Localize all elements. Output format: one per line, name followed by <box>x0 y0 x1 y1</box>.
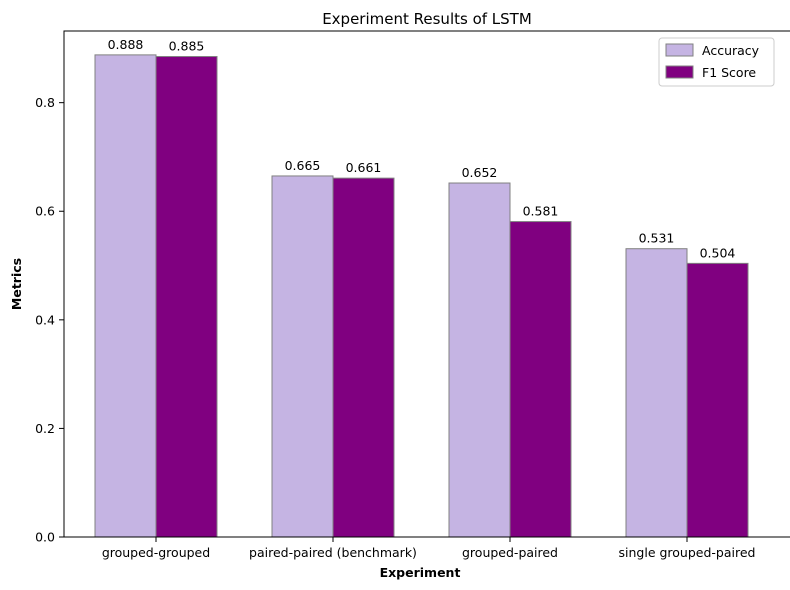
x-axis: grouped-grouped paired-paired (benchmark)… <box>102 537 756 560</box>
bar-accuracy-paired-paired-benchmark <box>271 175 334 538</box>
bar-f1-score-grouped-paired <box>509 221 572 538</box>
y-tick-label: 0.8 <box>35 95 55 110</box>
chart-title: Experiment Results of LSTM <box>322 10 532 28</box>
data-label-f1-score-grouped-grouped: 0.885 <box>169 39 205 54</box>
y-tick-label: 0.0 <box>35 530 55 545</box>
bar-f1-score-grouped-grouped <box>155 56 218 538</box>
bar-f1-score-paired-paired-benchmark <box>332 177 395 538</box>
x-tick-label-paired-paired-benchmark: paired-paired (benchmark) <box>249 545 417 560</box>
legend-swatch-f1-score <box>665 65 694 79</box>
legend-label-accuracy: Accuracy <box>702 43 760 58</box>
x-axis-title: Experiment <box>380 565 461 580</box>
y-axis-title: Metrics <box>9 258 24 310</box>
bar-accuracy-grouped-paired <box>448 182 511 538</box>
data-label-f1-score-single-grouped-paired: 0.504 <box>700 245 736 260</box>
bar-f1-score-single-grouped-paired <box>686 262 749 538</box>
legend-label-f1-score: F1 Score <box>702 65 756 80</box>
x-tick-label-grouped-paired: grouped-paired <box>462 545 558 560</box>
x-tick-label-grouped-grouped: grouped-grouped <box>102 545 210 560</box>
data-labels-group: 0.888 0.885 0.665 0.661 0.652 0.581 0.531 0.504 <box>108 37 736 260</box>
y-tick-label: 0.6 <box>35 204 55 219</box>
data-label-f1-score-grouped-paired: 0.581 <box>523 204 559 219</box>
legend: Accuracy F1 Score <box>658 37 775 87</box>
data-label-accuracy-paired-paired-benchmark: 0.665 <box>285 158 321 173</box>
y-axis: 0.0 0.2 0.4 0.6 0.8 <box>35 95 64 545</box>
data-label-accuracy-grouped-paired: 0.652 <box>462 165 498 180</box>
bars-group <box>94 54 749 538</box>
y-tick-label: 0.4 <box>35 312 55 327</box>
legend-swatch-accuracy <box>665 43 694 57</box>
data-label-accuracy-single-grouped-paired: 0.531 <box>639 231 675 246</box>
data-label-accuracy-grouped-grouped: 0.888 <box>108 37 144 52</box>
bar-accuracy-grouped-grouped <box>94 54 157 538</box>
bar-accuracy-single-grouped-paired <box>625 248 688 538</box>
data-label-f1-score-paired-paired-benchmark: 0.661 <box>346 160 382 175</box>
x-tick-label-single-grouped-paired: single grouped-paired <box>619 545 756 560</box>
y-tick-label: 0.2 <box>35 421 55 436</box>
plot-frame <box>63 30 790 538</box>
